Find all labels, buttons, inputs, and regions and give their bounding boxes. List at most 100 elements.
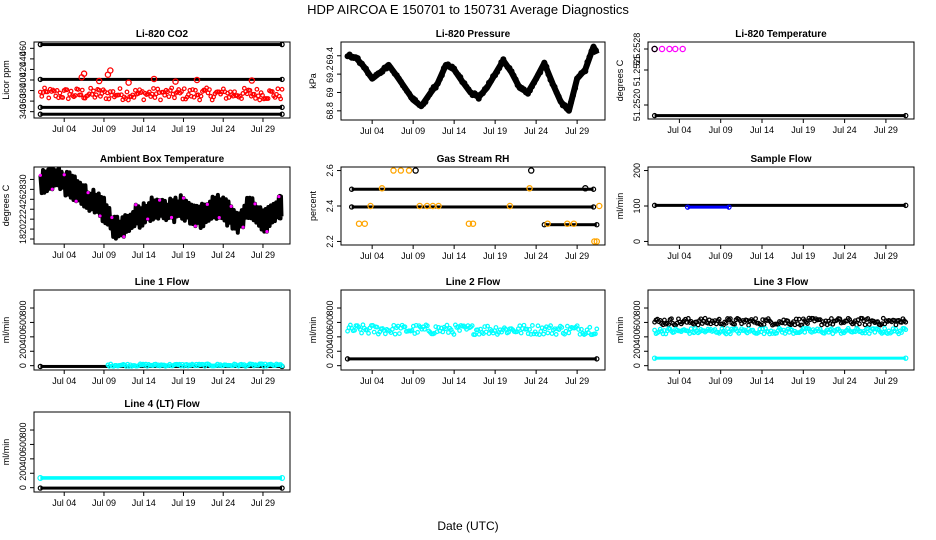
data-point (158, 198, 162, 202)
data-point (396, 331, 402, 337)
data-point (146, 217, 150, 221)
data-point (366, 330, 371, 336)
data-point (594, 326, 600, 332)
y-axis-label: Licor ppm (1, 60, 11, 100)
series-line2-cyan (345, 322, 600, 338)
y-tick-label: 600 (18, 437, 28, 452)
panel-pressure: Li-820 Pressure kPa Jul 04 Jul 09 Jul 14 Jul … (308, 29, 606, 136)
data-point (152, 95, 158, 101)
x-tick-label: Jul 14 (442, 376, 466, 386)
data-point (879, 321, 885, 327)
data-point (257, 97, 263, 103)
data-point (422, 326, 427, 332)
x-tick-label: Jul 24 (833, 376, 857, 386)
data-point (348, 186, 355, 192)
data-point (37, 76, 44, 83)
data-point (361, 220, 369, 227)
y-axis-label: ml/min (615, 317, 625, 344)
data-point (684, 320, 690, 325)
series-sample (37, 85, 285, 103)
y-tick-label: 18 (18, 234, 28, 244)
data-point (903, 327, 909, 333)
data-band (351, 205, 594, 209)
x-tick-label: Jul 14 (132, 250, 156, 260)
data-point (80, 70, 88, 77)
main-title: HDP AIRCOA E 150701 to 150731 Average Di… (307, 2, 629, 17)
plot-frame (340, 289, 606, 371)
data-point (469, 323, 475, 329)
data-point (564, 323, 570, 329)
data-point (541, 221, 548, 228)
y-tick-label: 200 (325, 344, 335, 359)
data-point (68, 88, 74, 94)
data-point (903, 319, 909, 325)
data-point (469, 220, 477, 227)
data-point (415, 329, 420, 335)
data-point (527, 167, 535, 174)
y-tick-label: 51.2520 (632, 89, 642, 122)
y-tick-label: 30 (18, 174, 28, 184)
data-point (193, 76, 201, 84)
data-point (493, 325, 499, 330)
data-point (529, 323, 535, 328)
data-point (434, 80, 441, 87)
data-point (269, 89, 275, 94)
data-point (279, 485, 285, 491)
data-point (62, 173, 66, 177)
data-point (578, 326, 584, 332)
data-point (426, 91, 433, 98)
data-point (517, 323, 523, 329)
y-tick-label: 400 (18, 329, 28, 344)
plot-area (37, 474, 286, 491)
x-tick-label: Jul 24 (524, 376, 548, 386)
data-point (761, 331, 767, 337)
data-point (131, 95, 137, 100)
data-point (760, 317, 766, 323)
plot-area (348, 167, 603, 245)
data-point (57, 90, 63, 96)
data-band (40, 476, 283, 480)
x-tick-label: Jul 29 (874, 125, 898, 135)
data-point (86, 191, 90, 195)
series-rh-2.3-band (541, 221, 600, 228)
y-tick-label: 51.2528 (632, 33, 642, 66)
data-point (359, 330, 364, 336)
series-sample-flow-blue (684, 204, 732, 210)
data-point (528, 331, 534, 337)
panel-title: Line 3 Flow (754, 277, 809, 288)
data-point (46, 95, 52, 101)
data-point (37, 104, 44, 111)
data-point (758, 322, 764, 328)
data-point (590, 186, 597, 192)
data-point (279, 474, 286, 481)
data-point (716, 316, 722, 322)
data-point (37, 474, 44, 481)
panel-co2: Li-820 CO2 Licor ppm Jul 04 Jul 09 Jul 14 Jul… (1, 29, 291, 134)
data-point (239, 96, 244, 102)
y-axis-label: percent (308, 190, 318, 221)
data-point (279, 104, 285, 111)
data-point (156, 90, 162, 96)
x-tick-label: Jul 04 (52, 498, 76, 508)
y-tick-label: 0 (632, 239, 642, 244)
data-point (552, 326, 558, 332)
x-axis-label: Date (UTC) (437, 519, 498, 533)
x-tick-label: Jul 14 (750, 376, 774, 386)
data-point (363, 65, 370, 72)
data-point (116, 92, 121, 98)
data-point (457, 74, 464, 81)
x-tick-label: Jul 29 (565, 376, 589, 386)
y-axis-label: ml/min (1, 317, 11, 344)
plot-frame (33, 289, 291, 371)
x-tick-label: Jul 14 (750, 251, 774, 261)
y-tick-label: 2.4 (325, 200, 335, 213)
x-tick-label: Jul 14 (132, 124, 156, 134)
x-tick-label: Jul 29 (251, 250, 275, 260)
data-point (590, 204, 597, 210)
panel-sample_flow: Sample Flow ml/min Jul 04 Jul 09 Jul 14 Jul 1… (615, 154, 915, 261)
data-point (253, 96, 258, 101)
data-point (265, 230, 269, 234)
data-point (37, 485, 44, 491)
data-point (440, 329, 446, 335)
data-point (865, 316, 871, 321)
